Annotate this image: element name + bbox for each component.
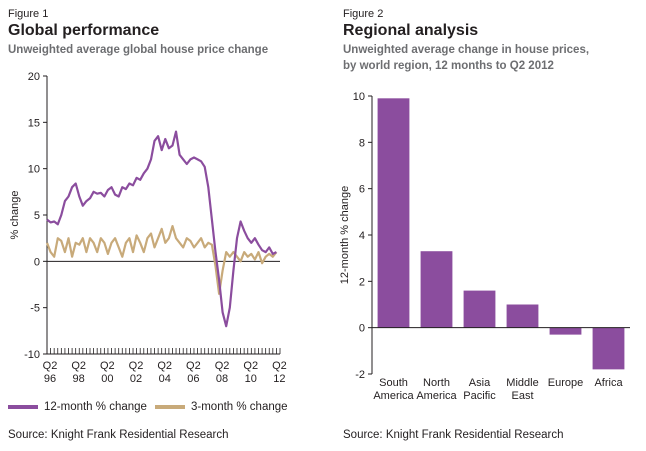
legend-label-3-month: 3-month % change bbox=[191, 401, 288, 413]
y-tick-label: 15 bbox=[28, 117, 40, 129]
y-tick-label: 10 bbox=[28, 164, 40, 176]
category-label: Asia bbox=[469, 377, 491, 389]
x-tick-label-year: 10 bbox=[245, 373, 257, 385]
legend-item-3-month: 3-month % change bbox=[155, 401, 288, 413]
figure1-title: Global performance bbox=[8, 22, 160, 39]
bar bbox=[549, 327, 582, 335]
category-label: North bbox=[423, 377, 450, 389]
y-tick-label: 10 bbox=[353, 91, 365, 103]
bar bbox=[463, 290, 496, 328]
y-tick-label: 2 bbox=[359, 276, 365, 288]
y-tick-label: 5 bbox=[34, 210, 40, 222]
category-label: Middle bbox=[506, 377, 538, 389]
legend-item-12-month: 12-month % change bbox=[8, 401, 147, 413]
y-axis-label: 12-month % change bbox=[339, 186, 351, 284]
legend-swatch-3-month bbox=[155, 405, 185, 409]
x-tick-label-quarter: Q2 bbox=[186, 360, 201, 372]
figure1-subtitle: Unweighted average global house price ch… bbox=[8, 44, 269, 56]
x-tick-label-year: 00 bbox=[101, 373, 113, 385]
legend-label-12-month: 12-month % change bbox=[44, 401, 147, 413]
figure2-subtitle-line1: Unweighted average change in house price… bbox=[343, 44, 590, 56]
x-tick-label-quarter: Q2 bbox=[157, 360, 172, 372]
y-axis-label: % change bbox=[9, 191, 21, 240]
bar bbox=[377, 98, 410, 328]
figure2-label: Figure 2 bbox=[343, 8, 384, 20]
y-tick-label: 6 bbox=[359, 184, 365, 196]
category-label: Africa bbox=[594, 377, 623, 389]
x-tick-label-year: 02 bbox=[130, 373, 142, 385]
y-tick-label: -10 bbox=[24, 349, 40, 361]
category-label: Europe bbox=[548, 377, 583, 389]
category-label: America bbox=[416, 390, 457, 402]
figure1-label: Figure 1 bbox=[8, 8, 49, 20]
x-tick-label-quarter: Q2 bbox=[243, 360, 258, 372]
x-tick-label-quarter: Q2 bbox=[71, 360, 86, 372]
x-tick-label-year: 12 bbox=[273, 373, 285, 385]
legend-swatch-12-month bbox=[8, 405, 38, 409]
x-tick-label-year: 08 bbox=[216, 373, 228, 385]
bar bbox=[592, 327, 625, 370]
bar bbox=[420, 251, 453, 328]
category-label: America bbox=[373, 390, 414, 402]
x-tick-label-quarter: Q2 bbox=[129, 360, 144, 372]
x-tick-label-quarter: Q2 bbox=[43, 360, 58, 372]
bar bbox=[506, 304, 539, 328]
x-tick-label-year: 98 bbox=[73, 373, 85, 385]
y-tick-label: -2 bbox=[355, 369, 365, 381]
x-tick-label-quarter: Q2 bbox=[215, 360, 230, 372]
category-label: South bbox=[379, 377, 408, 389]
y-tick-label: 4 bbox=[359, 230, 365, 242]
x-tick-label-year: 04 bbox=[159, 373, 171, 385]
figure2-title: Regional analysis bbox=[343, 22, 479, 39]
series-line-12-month bbox=[46, 130, 277, 328]
y-tick-label: 0 bbox=[34, 256, 40, 268]
y-tick-label: 0 bbox=[359, 323, 365, 335]
x-tick-label-quarter: Q2 bbox=[272, 360, 287, 372]
figure1-source: Source: Knight Frank Residential Researc… bbox=[8, 429, 229, 441]
x-tick-label-quarter: Q2 bbox=[100, 360, 115, 372]
category-label: Pacific bbox=[463, 390, 496, 402]
figure2-source: Source: Knight Frank Residential Researc… bbox=[343, 429, 564, 441]
line-chart: 20151050-5-10Q296Q298Q200Q202Q204Q206Q20… bbox=[9, 71, 287, 385]
category-label: East bbox=[511, 390, 533, 402]
y-tick-label: 8 bbox=[359, 137, 365, 149]
y-tick-label: 20 bbox=[28, 71, 40, 83]
x-tick-label-year: 06 bbox=[187, 373, 199, 385]
y-tick-label: -5 bbox=[30, 303, 40, 315]
x-tick-label-year: 96 bbox=[44, 373, 56, 385]
series-line-3-month bbox=[45, 225, 278, 295]
figure2-subtitle-line2: by world region, 12 months to Q2 2012 bbox=[343, 60, 554, 72]
